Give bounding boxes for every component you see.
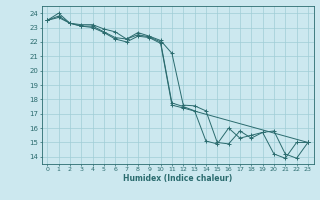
X-axis label: Humidex (Indice chaleur): Humidex (Indice chaleur) bbox=[123, 174, 232, 183]
